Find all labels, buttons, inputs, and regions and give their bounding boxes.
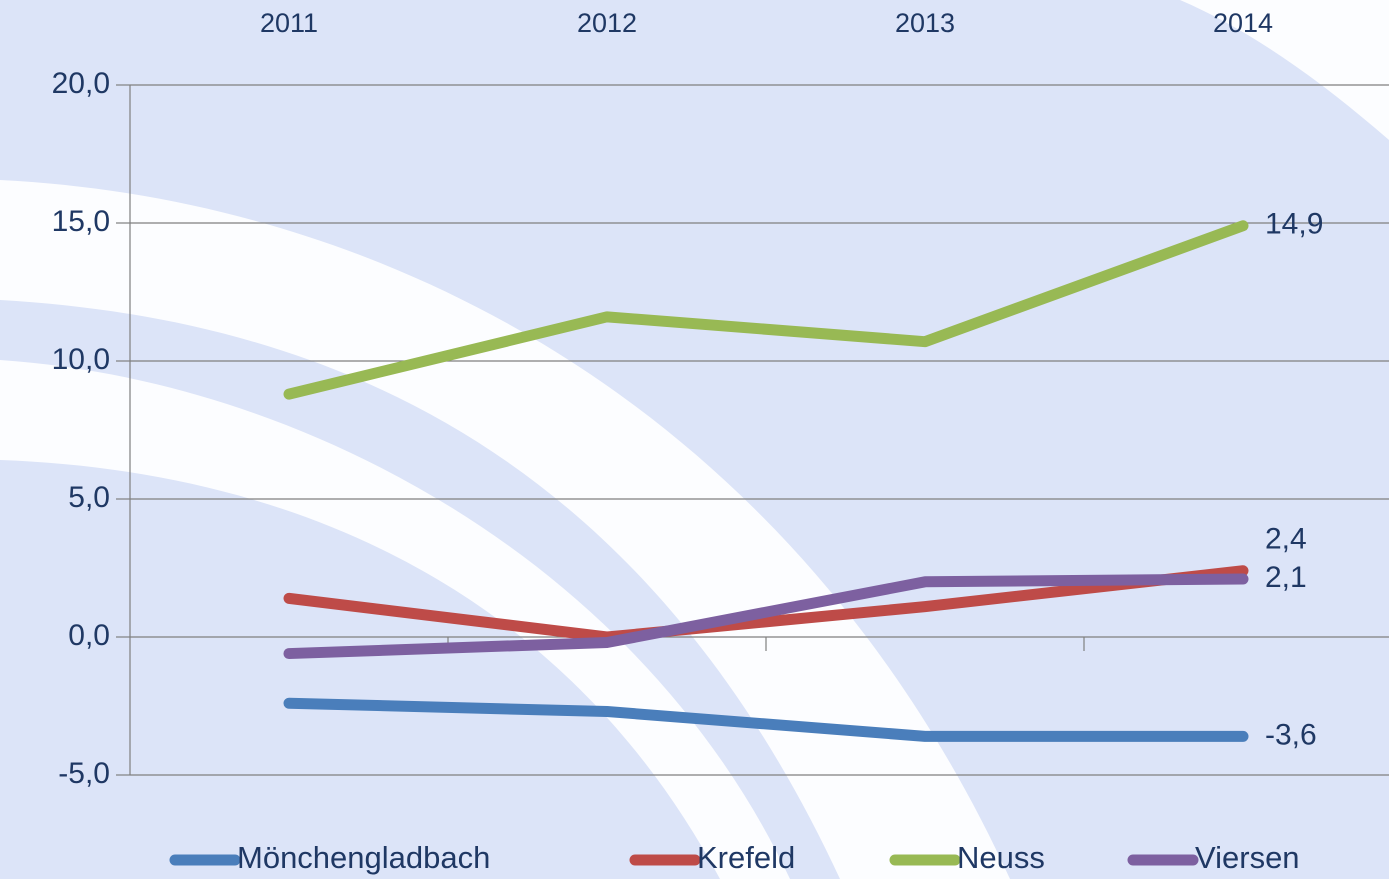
decor-arc [0, 360, 790, 879]
x-tick-label: 2013 [895, 8, 955, 38]
x-tick-label: 2011 [260, 8, 318, 38]
y-tick-label: 15,0 [52, 205, 110, 238]
x-tick-label: 2012 [577, 8, 637, 38]
series-line [283, 220, 1249, 400]
data-label: -3,6 [1265, 718, 1317, 751]
data-label: 14,9 [1265, 208, 1323, 241]
y-tick-label: 5,0 [68, 481, 110, 514]
series-line [283, 697, 1249, 742]
legend-label: Mönchengladbach [237, 840, 490, 875]
legend-label: Neuss [957, 840, 1045, 875]
legend-label: Viersen [1195, 840, 1300, 875]
y-tick-label: 10,0 [52, 343, 110, 376]
x-tick-label: 2014 [1213, 8, 1273, 38]
y-tick-label: 20,0 [52, 67, 110, 100]
decor-arc [1180, 0, 1389, 140]
y-tick-label: 0,0 [68, 619, 110, 652]
data-label: 2,4 [1265, 523, 1307, 556]
series-line [283, 573, 1249, 660]
data-label: 2,1 [1265, 561, 1307, 594]
legend-label: Krefeld [697, 840, 795, 875]
decor-arc [0, 180, 1010, 879]
y-tick-label: -5,0 [58, 757, 110, 790]
series-line [283, 565, 1249, 643]
